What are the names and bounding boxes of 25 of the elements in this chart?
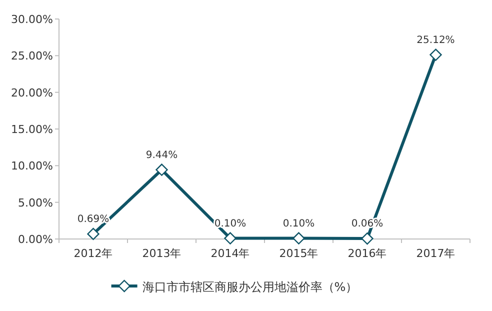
- legend: 海口市市辖区商服办公用地溢价率（%）: [111, 280, 358, 294]
- data-label: 25.12%: [416, 34, 455, 46]
- point: [292, 232, 305, 244]
- y-tick-label: 5.00%: [18, 196, 53, 210]
- x-tick-label: 2016年: [348, 247, 387, 260]
- data-label: 0.10%: [282, 218, 315, 230]
- x-tick-label: 2015年: [279, 247, 318, 260]
- data-label: 9.44%: [146, 150, 178, 161]
- point: [87, 228, 100, 240]
- x-tick-label: 2017年: [416, 247, 456, 260]
- y-tick-label: 10.00%: [11, 160, 53, 173]
- y-tick-label: 30.00%: [11, 13, 53, 26]
- data-label: 0.69%: [77, 214, 110, 225]
- point: [361, 232, 374, 245]
- y-tick-label: 20.00%: [11, 86, 53, 100]
- y-tick-label: 0.00%: [18, 233, 53, 246]
- legend-label: 海口市市辖区商服办公用地溢价率（%）: [142, 280, 358, 294]
- y-tick-label: 15.00%: [11, 123, 53, 136]
- y-tick-label: 25.00%: [11, 50, 53, 63]
- point: [156, 164, 168, 176]
- x-tick-label: 2013年: [142, 247, 182, 260]
- x-tick-label: 2014年: [210, 247, 250, 260]
- x-tick-label: 2012年: [74, 247, 113, 260]
- point: [224, 232, 236, 244]
- point: [430, 48, 442, 61]
